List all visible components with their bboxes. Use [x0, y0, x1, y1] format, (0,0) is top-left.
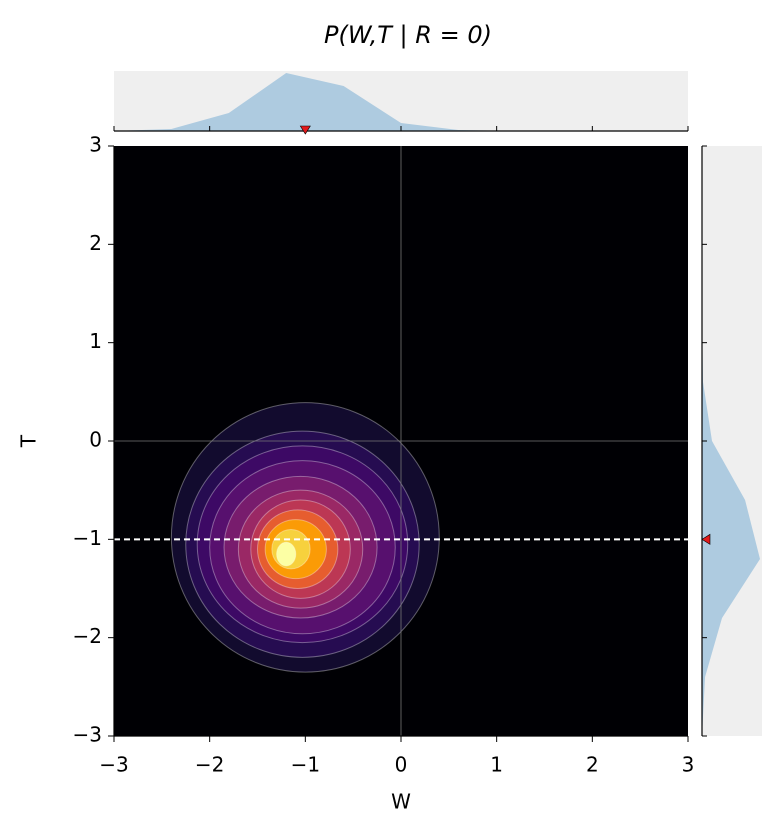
x-tick-label: −1 [291, 753, 320, 777]
condition-marker [299, 125, 311, 135]
top-marginal-density [114, 73, 688, 131]
x-tick-label: 3 [682, 753, 695, 777]
condition-marker [701, 533, 711, 545]
density-contour [276, 541, 297, 567]
y-tick-label: 3 [89, 133, 102, 157]
y-tick-label: −1 [73, 526, 102, 550]
x-tick-label: 2 [586, 753, 599, 777]
y-tick-label: 1 [89, 329, 102, 353]
y-axis-label: T [17, 434, 41, 448]
x-tick-label: 0 [395, 753, 408, 777]
y-tick-label: 0 [89, 428, 102, 452]
x-tick-label: −3 [99, 753, 128, 777]
y-tick-label: −2 [73, 624, 102, 648]
y-tick-label: 2 [89, 231, 102, 255]
x-tick-label: −2 [195, 753, 224, 777]
x-tick-label: 1 [490, 753, 503, 777]
y-tick-label: −3 [73, 723, 102, 747]
right-marginal-density [702, 146, 760, 736]
chart-title: P(W,T | R = 0) [324, 21, 492, 49]
x-axis-label: W [391, 790, 411, 814]
